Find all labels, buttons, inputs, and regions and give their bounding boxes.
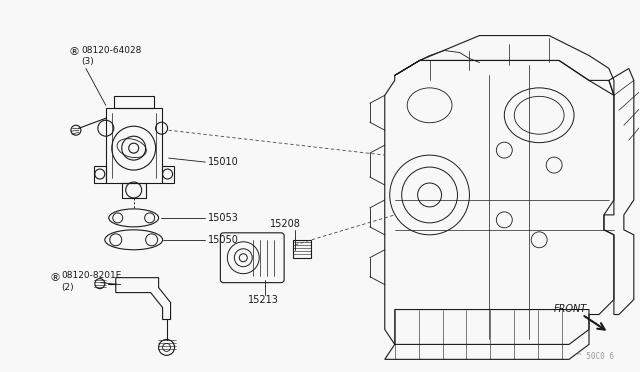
Text: 15208: 15208 xyxy=(270,219,301,229)
Text: 15053: 15053 xyxy=(209,213,239,223)
Text: 08120-8201E: 08120-8201E xyxy=(61,271,122,280)
Text: ®: ® xyxy=(69,48,80,58)
Text: FRONT: FRONT xyxy=(554,304,588,314)
Text: ®: ® xyxy=(49,273,60,283)
Text: 08120-64028: 08120-64028 xyxy=(81,45,141,55)
Text: 15010: 15010 xyxy=(209,157,239,167)
Text: ^ 50C0 6: ^ 50C0 6 xyxy=(577,352,614,361)
Text: (3): (3) xyxy=(81,57,93,67)
Text: 15050: 15050 xyxy=(209,235,239,245)
Text: 15213: 15213 xyxy=(248,295,279,305)
Text: (2): (2) xyxy=(61,283,74,292)
